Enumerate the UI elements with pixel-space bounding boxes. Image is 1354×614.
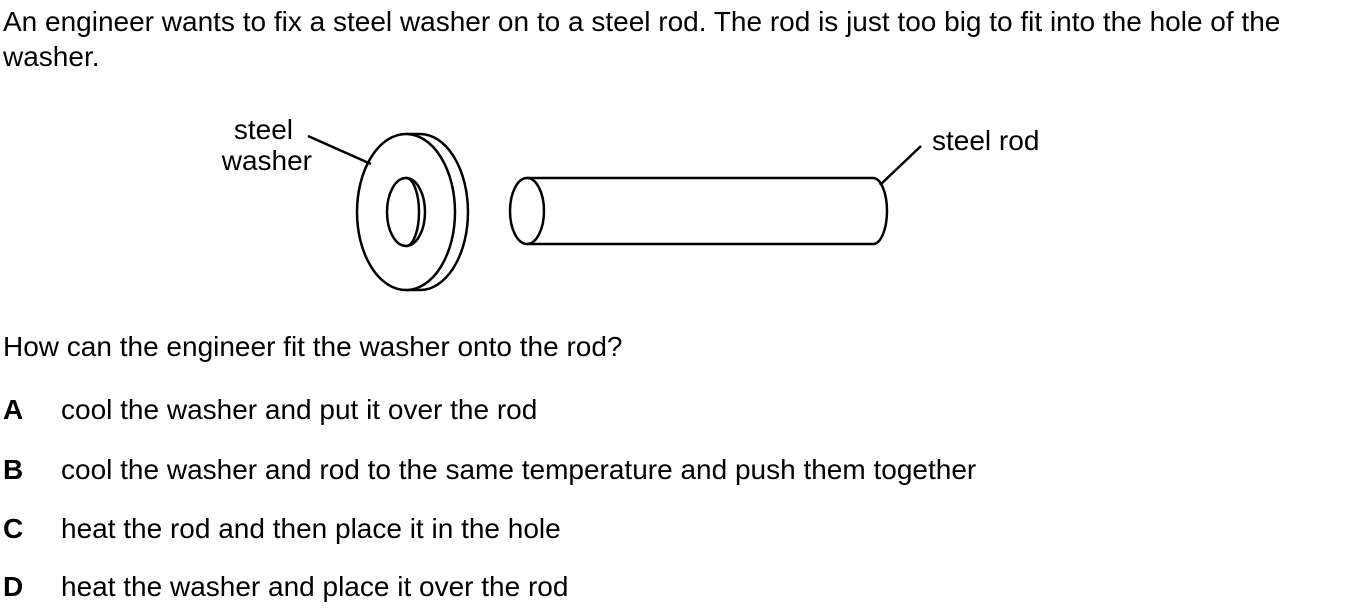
rod-leader-line — [879, 145, 922, 186]
washer-label-line1: steel — [234, 114, 293, 145]
rod-label: steel rod — [932, 125, 1039, 156]
washer-hole-inner — [405, 176, 421, 248]
washer-edge — [406, 132, 470, 292]
washer-leader-line — [307, 134, 372, 166]
option-letter: D — [3, 571, 24, 602]
option-letter: B — [3, 454, 24, 485]
option-text: heat the rod and then place it in the ho… — [61, 513, 561, 544]
question-stem: How can the engineer fit the washer onto… — [3, 331, 623, 362]
option-text: cool the washer and rod to the same temp… — [61, 454, 977, 485]
option-text: heat the washer and place it over the ro… — [61, 571, 569, 602]
option-text: cool the washer and put it over the rod — [61, 394, 538, 425]
washer-face — [355, 132, 457, 292]
washer-rod-diagram: steel washer steel rod — [221, 114, 1039, 292]
option-letter: A — [3, 394, 24, 425]
washer-label-line2: washer — [221, 145, 312, 176]
question-intro: An engineer wants to fix a steel washer … — [3, 6, 1281, 72]
option-letter: C — [3, 513, 24, 544]
rod-body — [527, 176, 889, 246]
rod-end — [508, 176, 546, 246]
